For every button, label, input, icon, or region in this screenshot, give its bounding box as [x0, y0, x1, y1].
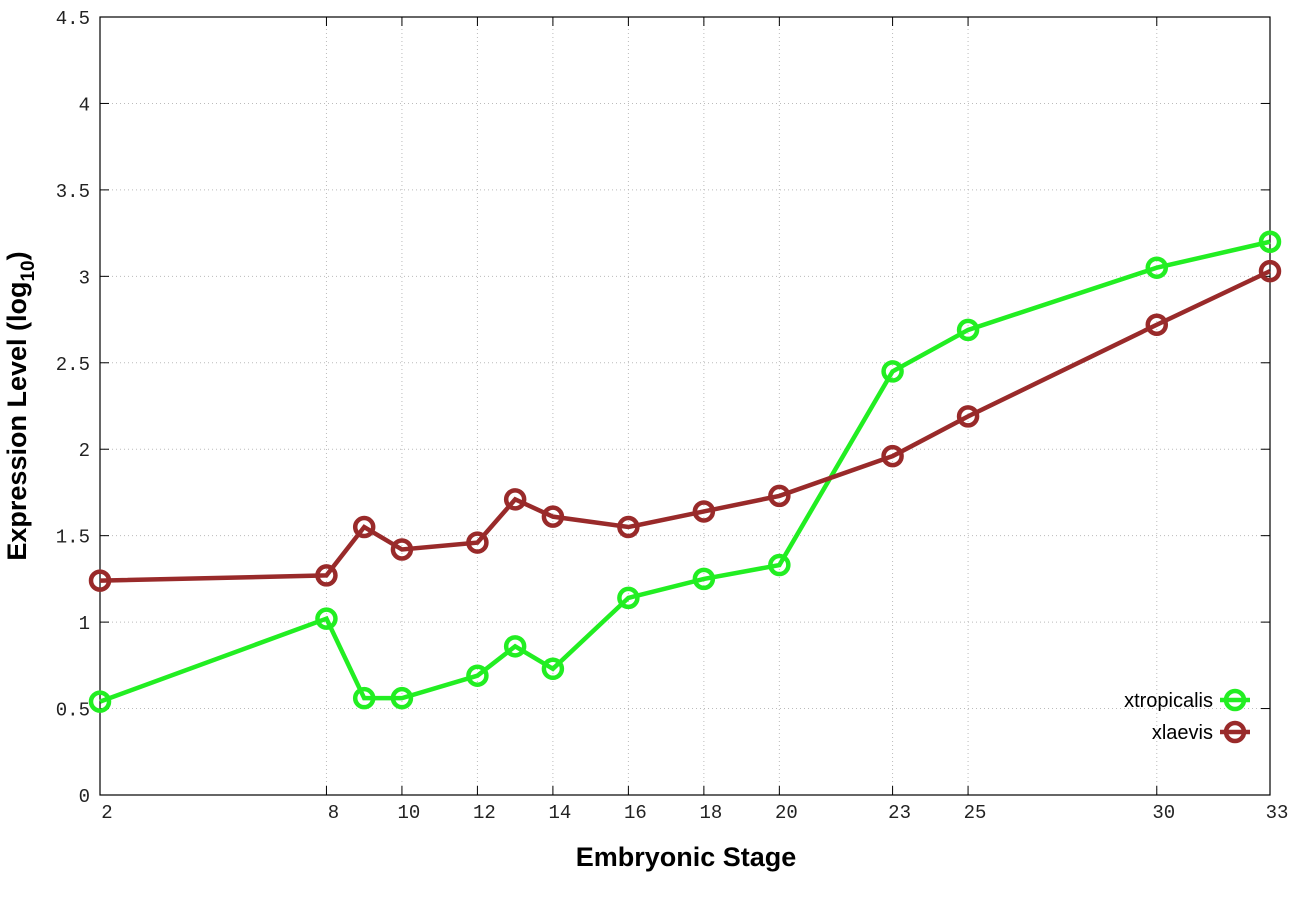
point: [692, 500, 716, 523]
x-tick-label: 8: [328, 802, 339, 824]
point: [881, 360, 904, 383]
point: [881, 444, 904, 468]
y-tick-label: 1.5: [56, 527, 90, 549]
x-tick-label: 16: [624, 802, 647, 824]
point: [768, 484, 791, 508]
x-tick-label: 33: [1266, 802, 1289, 824]
point: [617, 586, 640, 610]
legend-label: xlaevis: [1152, 722, 1213, 744]
point: [390, 538, 414, 561]
point: [956, 405, 980, 428]
point: [88, 569, 112, 592]
x-tick-label: 10: [398, 802, 421, 824]
y-tick-label: 0: [79, 786, 90, 808]
x-tick-label: 14: [548, 802, 571, 824]
point: [541, 657, 565, 681]
point: [466, 531, 489, 554]
legend-label: xtropicalis: [1124, 690, 1213, 712]
y-tick-label: 3: [79, 267, 90, 289]
y-tick-label: 3.5: [56, 181, 90, 203]
y-tick-label: 2.5: [56, 354, 90, 376]
x-axis-title: Embryonic Stage: [576, 842, 797, 872]
x-tick-label: 12: [473, 802, 496, 824]
point: [466, 664, 489, 687]
x-tick-label: 30: [1152, 802, 1175, 824]
y-axis-title-subscript: 10: [18, 260, 39, 281]
y-axis-title-suffix: ): [2, 251, 32, 260]
point: [1145, 313, 1169, 336]
y-tick-label: 2: [79, 440, 90, 462]
point: [1258, 259, 1282, 283]
point: [88, 690, 112, 713]
point: [503, 488, 527, 511]
point: [617, 515, 640, 539]
point: [352, 515, 376, 539]
point: [1258, 230, 1282, 254]
point: [315, 564, 338, 587]
point: [390, 686, 414, 710]
plot-frame: [99, 16, 1271, 796]
legend-marker: [1223, 688, 1247, 712]
y-axis-title: Expression Level (log10): [2, 251, 39, 560]
y-axis-title-text: Expression Level (log: [2, 282, 32, 561]
point: [503, 635, 527, 658]
point: [315, 607, 338, 630]
y-tick-label: 1: [79, 613, 90, 635]
series-line: [99, 239, 1271, 704]
y-tick-label: 0.5: [56, 700, 90, 722]
point: [692, 567, 716, 591]
x-tick-label: 20: [775, 802, 798, 824]
point: [768, 553, 791, 577]
point: [956, 318, 980, 342]
x-tick-label: 25: [964, 802, 987, 824]
legend-marker: [1223, 720, 1247, 744]
x-tick-label: 23: [888, 802, 911, 824]
x-tick-label: 2: [101, 802, 112, 824]
x-tick-label: 18: [699, 802, 722, 824]
point: [1145, 256, 1169, 279]
y-tick-label: 4: [79, 94, 90, 116]
point: [541, 505, 565, 528]
point: [352, 686, 376, 710]
y-tick-label: 4.5: [56, 8, 90, 30]
